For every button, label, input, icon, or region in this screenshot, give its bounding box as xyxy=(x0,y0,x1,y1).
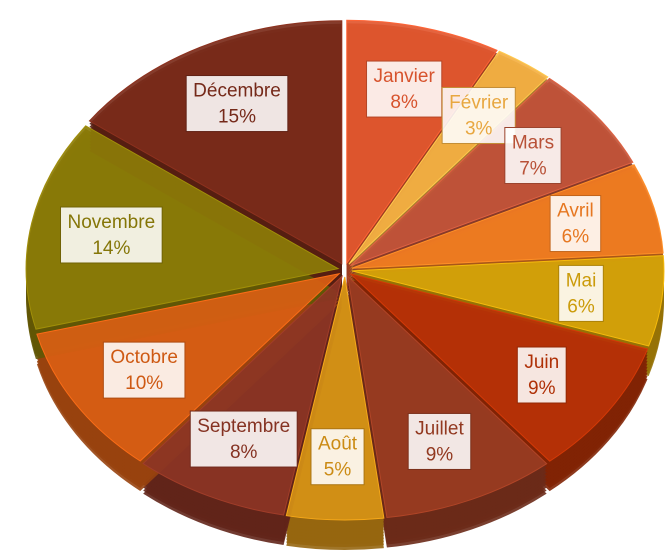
category-label: Janvier xyxy=(374,66,436,87)
data-label: Mars 7% xyxy=(504,126,562,184)
value-label: 10% xyxy=(125,373,163,394)
category-label: Octobre xyxy=(110,347,178,368)
category-label: Décembre xyxy=(193,81,281,102)
value-label: 8% xyxy=(230,442,258,463)
category-label: Juillet xyxy=(415,418,464,439)
category-label: Juin xyxy=(524,352,559,373)
label-box xyxy=(516,346,567,404)
slice xyxy=(347,275,548,519)
label-box xyxy=(310,428,365,486)
data-label: Novembre 14% xyxy=(60,206,163,264)
data-label: Octobre 10% xyxy=(102,341,186,399)
label-box xyxy=(441,86,516,144)
category-label: Septembre xyxy=(197,416,290,437)
value-label: 8% xyxy=(390,92,418,113)
slice xyxy=(349,272,649,462)
data-label: Septembre 8% xyxy=(189,410,298,468)
slice xyxy=(350,77,634,267)
slice xyxy=(36,272,341,462)
label-box xyxy=(60,206,163,264)
category-label: Février xyxy=(449,93,509,114)
label-box xyxy=(407,412,472,470)
value-label: 9% xyxy=(528,378,556,399)
category-label: Avril xyxy=(557,201,594,222)
data-label: Février 3% xyxy=(441,86,516,144)
slice xyxy=(25,125,340,330)
value-label: 3% xyxy=(465,119,493,140)
label-box xyxy=(366,60,443,118)
value-label: 14% xyxy=(92,238,130,259)
value-label: 6% xyxy=(562,227,590,248)
label-box xyxy=(189,410,298,468)
label-box xyxy=(558,264,604,322)
category-label: Novembre xyxy=(68,212,156,233)
value-label: 9% xyxy=(426,444,454,465)
label-box xyxy=(185,75,289,133)
data-label: Juillet 9% xyxy=(407,412,472,470)
data-label: Juin 9% xyxy=(516,346,567,404)
category-label: Mai xyxy=(566,270,597,291)
value-label: 5% xyxy=(324,460,352,481)
value-label: 7% xyxy=(519,159,547,180)
category-label: Août xyxy=(318,434,358,455)
data-label: Avril 6% xyxy=(549,195,602,253)
data-label: Mai 6% xyxy=(558,264,604,322)
data-label: Janvier 8% xyxy=(366,60,443,118)
data-label: Décembre 15% xyxy=(185,75,289,133)
value-label: 15% xyxy=(218,107,256,128)
value-label: 6% xyxy=(567,296,595,317)
label-box xyxy=(102,341,186,399)
label-box xyxy=(504,126,562,184)
data-label: Août 5% xyxy=(310,428,365,486)
label-box xyxy=(549,195,602,253)
category-label: Mars xyxy=(512,133,554,154)
